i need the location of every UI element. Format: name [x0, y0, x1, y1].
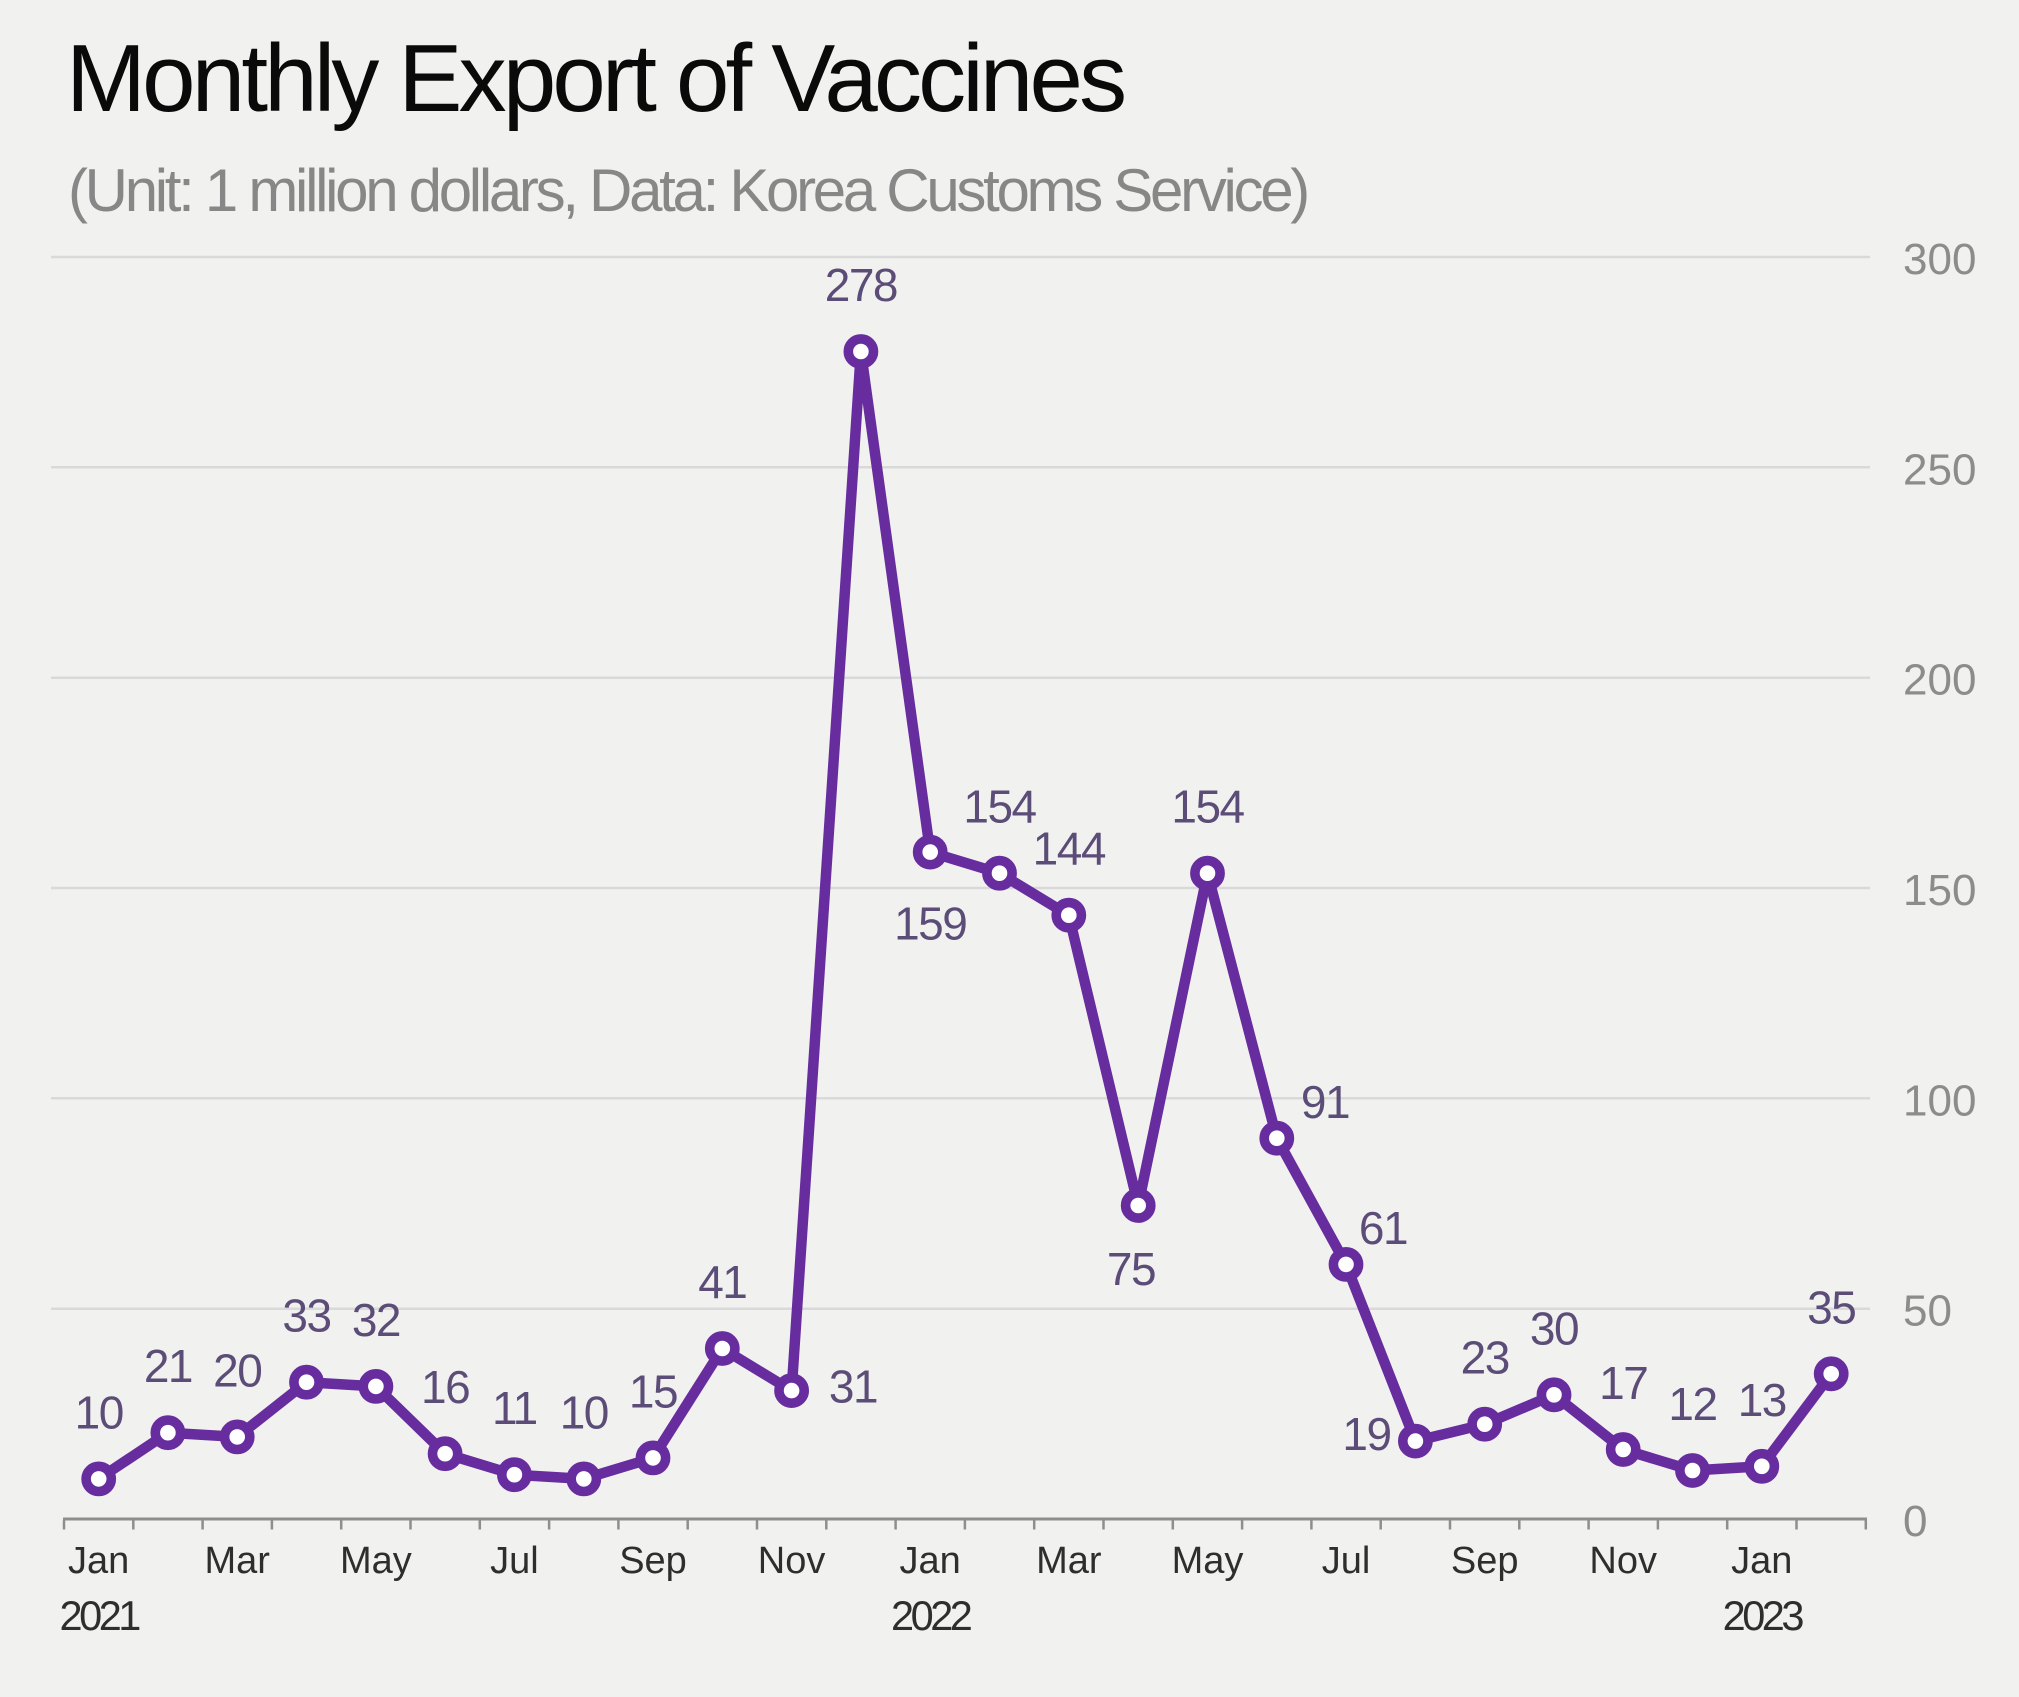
svg-text:May: May [1172, 1540, 1244, 1582]
svg-text:200: 200 [1903, 656, 1976, 705]
svg-text:50: 50 [1903, 1287, 1952, 1336]
svg-text:Jul: Jul [490, 1540, 539, 1582]
svg-text:41: 41 [698, 1256, 746, 1308]
svg-text:16: 16 [421, 1361, 469, 1413]
svg-text:300: 300 [1903, 235, 1976, 284]
svg-text:10: 10 [75, 1386, 123, 1438]
svg-text:0: 0 [1903, 1497, 1927, 1546]
svg-text:2021: 2021 [60, 1592, 141, 1639]
svg-text:250: 250 [1903, 445, 1976, 494]
svg-text:17: 17 [1599, 1357, 1647, 1409]
svg-text:Mar: Mar [1036, 1540, 1102, 1582]
svg-text:100: 100 [1903, 1076, 1976, 1125]
svg-text:19: 19 [1342, 1408, 1390, 1460]
svg-text:35: 35 [1807, 1281, 1855, 1333]
svg-text:Nov: Nov [1589, 1540, 1657, 1582]
svg-text:154: 154 [1171, 781, 1244, 833]
svg-text:30: 30 [1530, 1302, 1578, 1354]
svg-text:75: 75 [1107, 1243, 1155, 1295]
svg-text:Jul: Jul [1322, 1540, 1371, 1582]
svg-text:Jan: Jan [68, 1540, 129, 1582]
svg-text:10: 10 [560, 1386, 608, 1438]
svg-text:11: 11 [492, 1382, 537, 1434]
svg-text:20: 20 [213, 1344, 261, 1396]
svg-text:61: 61 [1359, 1202, 1407, 1254]
svg-text:2023: 2023 [1723, 1592, 1804, 1639]
svg-text:Sep: Sep [619, 1540, 687, 1582]
svg-text:33: 33 [282, 1290, 330, 1342]
svg-text:150: 150 [1903, 866, 1976, 915]
svg-text:91: 91 [1301, 1076, 1349, 1128]
svg-text:154: 154 [963, 781, 1036, 833]
svg-text:23: 23 [1461, 1332, 1509, 1384]
svg-text:13: 13 [1738, 1374, 1786, 1426]
svg-text:Jan: Jan [1731, 1540, 1792, 1582]
svg-text:32: 32 [352, 1294, 400, 1346]
svg-text:144: 144 [1033, 823, 1106, 875]
svg-text:159: 159 [894, 898, 966, 950]
svg-text:Sep: Sep [1451, 1540, 1519, 1582]
svg-text:Jan: Jan [900, 1540, 961, 1582]
svg-text:15: 15 [629, 1365, 677, 1417]
svg-text:May: May [340, 1540, 412, 1582]
svg-text:Nov: Nov [758, 1540, 826, 1582]
svg-text:12: 12 [1668, 1378, 1716, 1430]
svg-text:Mar: Mar [204, 1540, 270, 1582]
svg-text:2022: 2022 [891, 1592, 971, 1639]
svg-text:Monthly Export of Vaccines: Monthly Export of Vaccines [66, 25, 1124, 132]
svg-text:278: 278 [825, 259, 897, 311]
svg-text:31: 31 [829, 1361, 877, 1413]
svg-text:(Unit: 1 million dollars, Data: (Unit: 1 million dollars, Data: Korea Cu… [68, 157, 1307, 224]
svg-text:21: 21 [144, 1340, 192, 1392]
